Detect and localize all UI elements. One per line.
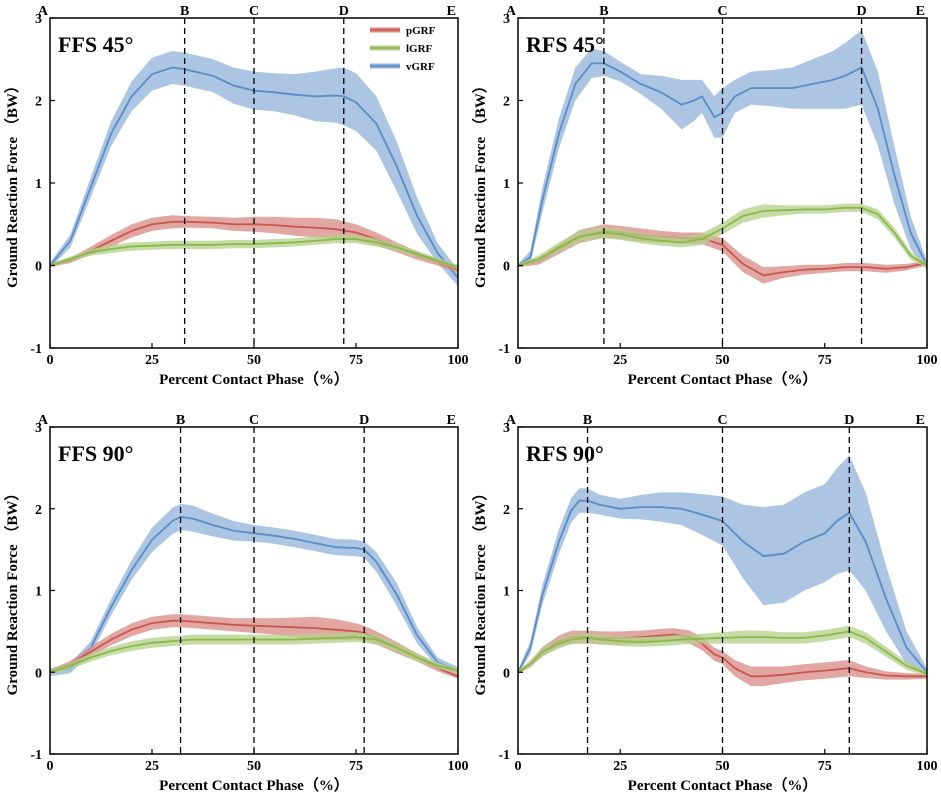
y-tick-label: 1 (35, 585, 42, 600)
x-tick-label: 50 (247, 759, 261, 774)
panel-0: A B C D E 0 25 50 75 100 -1 0 1 2 3 Percent Contact Pha… (3, 4, 469, 388)
phase-label-c: C (249, 4, 259, 19)
y-axis-title: Ground Reaction Force （BW） (471, 78, 489, 288)
vgrf-sd-band (518, 455, 927, 677)
x-tick-label: 25 (145, 759, 159, 774)
phase-label-e: E (447, 413, 456, 428)
y-tick-label: 2 (503, 95, 510, 110)
vgrf-sd-band (50, 51, 458, 287)
phase-label-a: A (38, 4, 49, 19)
panel-3: A B C D E 0 25 50 75 100 -1 0 1 2 3 Percent Contact Pha… (471, 413, 938, 794)
lgrf-sd-band (50, 235, 458, 270)
phase-label-e: E (916, 413, 925, 428)
y-tick-label: -1 (498, 342, 510, 357)
phase-label-b: B (176, 413, 185, 428)
phase-label-a: A (506, 4, 517, 19)
panel-1: A B C D E 0 25 50 75 100 -1 0 1 2 3 Percent Contact Pha… (471, 4, 938, 388)
x-tick-label: 50 (716, 759, 730, 774)
vgrf-mean-line (518, 62, 927, 267)
y-tick-label: 2 (35, 503, 42, 518)
y-tick-label: 2 (35, 95, 42, 110)
x-tick-label: 50 (247, 353, 261, 368)
phase-label-d: D (339, 4, 349, 19)
x-axis-title: Percent Contact Phase（%） (628, 776, 818, 794)
lgrf-mean-line (518, 206, 927, 267)
phase-label-c: C (717, 413, 727, 428)
x-tick-label: 75 (818, 353, 832, 368)
pgrf-sd-band (50, 215, 458, 273)
x-tick-label: 25 (613, 353, 627, 368)
x-tick-label: 75 (349, 353, 363, 368)
phase-label-b: B (180, 4, 189, 19)
phase-label-b: B (599, 4, 608, 19)
plot-area (518, 30, 927, 284)
x-tick-label: 75 (349, 759, 363, 774)
vgrf-sd-band (50, 503, 458, 677)
panel-2: A B C D E 0 25 50 75 100 -1 0 1 2 3 Percent Contact Pha… (3, 413, 469, 794)
x-axis-title: Percent Contact Phase（%） (628, 370, 818, 388)
x-tick-label: 100 (917, 353, 938, 368)
phase-label-d: D (844, 413, 854, 428)
phase-label-c: C (249, 413, 259, 428)
x-tick-label: 0 (515, 353, 522, 368)
y-tick-label: 0 (35, 260, 42, 275)
y-tick-label: 1 (503, 177, 510, 192)
y-tick-label: 0 (503, 666, 510, 681)
phase-label-a: A (38, 413, 49, 428)
phase-label-d: D (359, 413, 369, 428)
y-tick-label: -1 (498, 748, 510, 763)
y-tick-label: 1 (35, 177, 42, 192)
panel-title: FFS 45° (58, 32, 133, 57)
plot-area (50, 51, 458, 287)
phase-label-a: A (506, 413, 517, 428)
x-tick-label: 100 (448, 759, 469, 774)
vgrf-mean-line (50, 515, 458, 674)
legend: pGRF lGRF vGRF (370, 25, 436, 73)
y-axis-title: Ground Reaction Force （BW） (471, 486, 489, 696)
y-tick-label: 2 (503, 503, 510, 518)
legend-label-lgrf: lGRF (406, 43, 433, 55)
legend-label-pgrf: pGRF (406, 25, 436, 37)
y-tick-label: 3 (503, 12, 510, 27)
lgrf-mean-line (50, 238, 458, 268)
lgrf-sd-band (518, 625, 927, 677)
panel-title: RFS 90° (526, 441, 604, 466)
phase-label-c: C (717, 4, 727, 19)
y-axis-title: Ground Reaction Force （BW） (3, 486, 21, 696)
y-tick-label: 1 (503, 585, 510, 600)
x-tick-label: 0 (515, 759, 522, 774)
phase-label-e: E (916, 4, 925, 19)
y-tick-label: 3 (503, 421, 510, 436)
legend-label-vgrf: vGRF (406, 61, 435, 73)
y-tick-label: -1 (30, 342, 42, 357)
vgrf-sd-band (518, 30, 927, 270)
y-tick-label: 0 (35, 666, 42, 681)
x-tick-label: 50 (716, 353, 730, 368)
y-tick-label: 3 (35, 421, 42, 436)
y-tick-label: 3 (35, 12, 42, 27)
panel-title: RFS 45° (526, 32, 604, 57)
y-tick-label: -1 (30, 748, 42, 763)
vgrf-mean-line (50, 66, 458, 279)
phase-label-d: D (856, 4, 866, 19)
x-tick-label: 75 (818, 759, 832, 774)
x-tick-label: 100 (917, 759, 938, 774)
x-tick-label: 100 (448, 353, 469, 368)
x-tick-label: 25 (613, 759, 627, 774)
x-tick-label: 0 (47, 759, 54, 774)
x-axis-title: Percent Contact Phase（%） (159, 776, 349, 794)
x-axis-title: Percent Contact Phase（%） (159, 370, 349, 388)
phase-label-b: B (583, 413, 592, 428)
lgrf-sd-band (518, 203, 927, 268)
y-tick-label: 0 (503, 260, 510, 275)
panel-title: FFS 90° (58, 441, 133, 466)
y-axis-title: Ground Reaction Force （BW） (3, 78, 21, 288)
lgrf-mean-line (518, 630, 927, 675)
x-tick-label: 0 (47, 353, 54, 368)
pgrf-sd-band (50, 614, 458, 679)
x-tick-label: 25 (145, 353, 159, 368)
phase-label-e: E (447, 4, 456, 19)
